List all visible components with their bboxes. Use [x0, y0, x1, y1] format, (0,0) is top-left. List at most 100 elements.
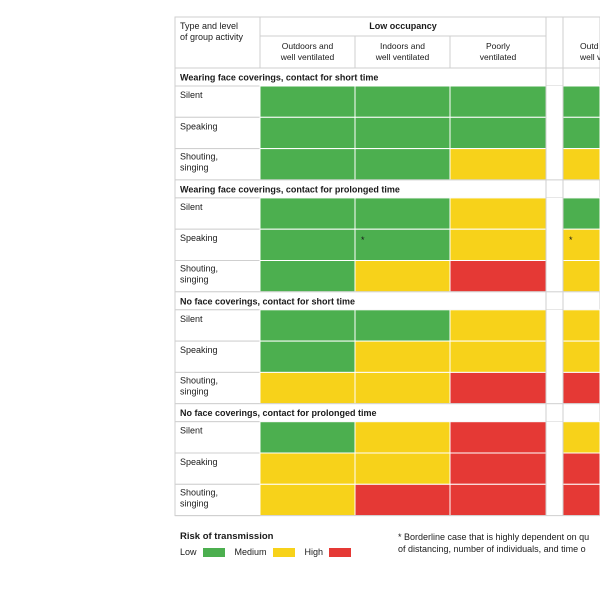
heatmap-cell-low [562, 116, 600, 150]
row-label: singing [180, 275, 209, 285]
group-gap [546, 229, 563, 261]
borderline-mark: * [569, 235, 573, 245]
legend-label-low: Low [180, 547, 197, 557]
heatmap-cell-medium [449, 340, 547, 373]
heatmap-cell-high [354, 483, 451, 517]
group-gap [546, 341, 563, 373]
corner-header-label: Type and level [180, 21, 238, 31]
legend-item-low: Low [180, 547, 225, 557]
row-label: Speaking [180, 233, 218, 243]
row-label: singing [180, 386, 209, 396]
column-header-label: well v [579, 52, 600, 62]
row-label: Speaking [180, 457, 218, 467]
legend-swatch-low [202, 547, 225, 557]
column-header-label: ventilated [480, 52, 517, 62]
row-label-cell [174, 421, 261, 454]
heatmap-cell-low [259, 421, 356, 454]
heatmap-cell-high [562, 483, 600, 517]
group-gap [546, 421, 563, 453]
heatmap-cell-medium [449, 197, 547, 230]
heatmap-cell-low [259, 228, 356, 261]
legend-label-medium: Medium [234, 547, 267, 557]
row-label-cell [174, 228, 261, 261]
heatmap-cell-medium [354, 421, 451, 454]
group-gap [545, 16, 564, 69]
footnote-line-2: of distancing, number of individuals, an… [398, 544, 586, 554]
heatmap-cell-low [259, 148, 356, 181]
row-label: Speaking [180, 121, 218, 131]
heatmap-cell-low [354, 85, 451, 118]
heatmap-cell-medium [562, 260, 600, 293]
group-gap [546, 117, 563, 149]
heatmap-cell-low [449, 85, 547, 118]
group-gap [546, 453, 563, 485]
heatmap-cell-low [259, 340, 356, 373]
legend-title: Risk of transmission [180, 531, 274, 542]
legend-swatch-medium [272, 547, 295, 557]
group-gap [546, 484, 563, 516]
heatmap-cell-high [562, 371, 600, 405]
heatmap-cell-low [259, 309, 356, 342]
legend-item-high: High [305, 547, 352, 557]
heatmap-cell-medium [562, 148, 600, 181]
heatmap-cell-medium [259, 452, 356, 485]
legend-row: Low Medium High [180, 547, 361, 557]
heatmap-cell-low [354, 148, 451, 181]
group-gap [546, 260, 563, 292]
row-label: Shouting, [180, 264, 218, 274]
heatmap-cell-medium [354, 340, 451, 373]
heatmap-cell-high [449, 421, 547, 454]
heatmap-cell-high [449, 483, 547, 517]
heatmap-cell-low [259, 85, 356, 118]
heatmap-cell-low [259, 116, 356, 150]
legend-label-high: High [304, 547, 324, 557]
heatmap-cell-medium [259, 371, 356, 405]
heatmap-cell-high [449, 452, 547, 485]
borderline-mark: * [361, 235, 365, 245]
heatmap-cell-medium [354, 260, 451, 293]
column-header-label: well ventilated [280, 52, 335, 62]
row-label: Silent [180, 314, 203, 324]
footnote-line-1: * Borderline case that is highly depende… [398, 532, 590, 542]
heatmap-cell-medium [449, 309, 547, 342]
group-gap [546, 309, 563, 342]
heatmap-cell-high [449, 371, 547, 405]
legend-item-medium: Medium [235, 547, 295, 557]
heatmap-cell-high [449, 260, 547, 293]
legend: Risk of transmission Low Medium High [180, 531, 361, 557]
heatmap-cell-medium [562, 421, 600, 454]
section-title: No face coverings, contact for short tim… [180, 296, 355, 306]
row-label: Shouting, [180, 487, 218, 497]
section-title: No face coverings, contact for prolonged… [180, 408, 377, 418]
legend-swatch-high [329, 547, 352, 557]
column-header-label: Poorly [486, 41, 511, 51]
row-label: Silent [180, 202, 203, 212]
heatmap-cell-low [562, 85, 600, 118]
heatmap-cell-low [259, 260, 356, 293]
footnote: * Borderline case that is highly depende… [398, 531, 600, 555]
group-gap [546, 372, 563, 404]
column-header-label: Indoors and [380, 41, 425, 51]
heatmap-cell-low [354, 309, 451, 342]
column-header-label: Outdoors and [282, 41, 334, 51]
heatmap-cell-low [259, 197, 356, 230]
row-label: Silent [180, 90, 203, 100]
heatmap-cell-medium [562, 309, 600, 342]
section-title: Wearing face coverings, contact for prol… [180, 184, 400, 194]
row-label-cell [174, 85, 261, 118]
heatmap-cell-low [354, 197, 451, 230]
header-frame [174, 16, 600, 69]
heatmap-cell-medium [562, 340, 600, 373]
heatmap-cell-low [354, 228, 451, 261]
heatmap-cell-medium [259, 483, 356, 517]
column-header-label: well ventilated [375, 52, 430, 62]
row-label-cell [174, 340, 261, 373]
section-title: Wearing face coverings, contact for shor… [180, 73, 378, 83]
column-header-label: Outd [580, 41, 599, 51]
heatmap-cell-low [449, 116, 547, 150]
heatmap-cell-medium [449, 148, 547, 181]
row-label: singing [180, 498, 209, 508]
row-label: Silent [180, 426, 203, 436]
group-gap [546, 197, 563, 230]
